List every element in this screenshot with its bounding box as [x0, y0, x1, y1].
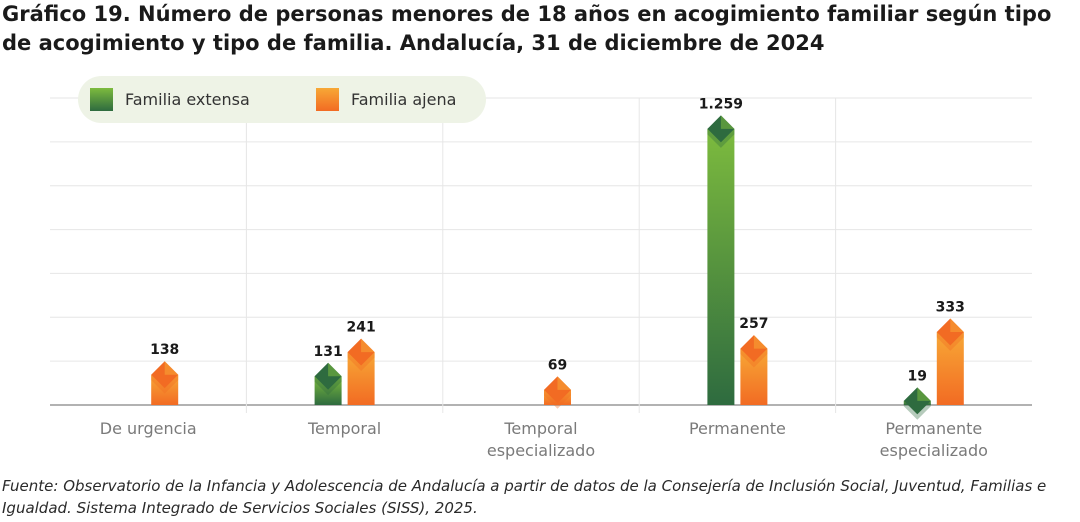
chart-title: Gráfico 19. Número de personas menores d…	[2, 2, 1052, 55]
bar-cap-highlight	[720, 115, 735, 129]
x-tick-label: especializado	[880, 441, 988, 460]
bar-cap-highlight	[328, 362, 342, 377]
bar-cap-shadow	[903, 400, 931, 420]
value-label: 1.259	[699, 96, 743, 112]
bar-familia-ajena-4	[936, 318, 964, 405]
bar-cap-shadow	[347, 352, 375, 372]
value-label: 19	[908, 368, 927, 384]
x-tick-label: Temporal	[503, 419, 577, 438]
legend-label-familia-ajena: Familia ajena	[351, 90, 457, 109]
legend-label-familia-extensa: Familia extensa	[125, 90, 250, 109]
legend-swatch-familia-ajena	[316, 88, 339, 111]
legend-item-familia-ajena: Familia ajena	[316, 76, 456, 123]
bar-cap-shadow	[740, 348, 768, 368]
bar-familia-extensa-1	[314, 362, 342, 405]
bar-cap-highlight	[950, 318, 964, 332]
source-note: Fuente: Observatorio de la Infancia y Ad…	[2, 477, 1047, 517]
value-label: 257	[739, 316, 768, 332]
bar-familia-ajena-0	[151, 361, 179, 405]
bar-cap-highlight	[557, 376, 571, 390]
bar-cap-highlight	[917, 387, 931, 401]
value-label: 138	[150, 342, 179, 358]
x-tick-label: Permanente	[689, 419, 786, 438]
bar-familia-ajena-3	[740, 335, 768, 405]
value-label: 131	[313, 344, 342, 360]
bar-familia-ajena-1	[347, 338, 375, 405]
x-tick-label: De urgencia	[100, 419, 197, 438]
bar-cap-shadow	[544, 389, 571, 409]
bar-familia-extensa-3	[707, 115, 735, 405]
x-axis-tick-labels: De urgencia Temporal Temporal especializado…	[100, 419, 988, 460]
gridlines	[50, 97, 1032, 413]
legend: Familia extensa Familia ajena	[78, 76, 486, 123]
bar-cap-shadow	[151, 374, 179, 394]
bars	[151, 115, 964, 420]
bar-cap-highlight	[753, 335, 768, 349]
value-label: 69	[548, 357, 567, 373]
bar-cap-shadow	[936, 331, 964, 351]
value-label: 241	[346, 320, 375, 336]
bar-cap-shadow	[707, 128, 735, 148]
x-tick-label: Temporal	[307, 419, 381, 438]
bar-cap-highlight	[361, 338, 375, 353]
bar-cap-highlight	[164, 361, 179, 375]
bar-familia-extensa-4	[903, 387, 931, 420]
legend-item-familia-extensa: Familia extensa	[90, 76, 250, 123]
bar-cap-shadow	[314, 376, 342, 396]
x-tick-label: Permanente	[885, 419, 982, 438]
bar-body	[707, 128, 735, 405]
bar-familia-ajena-2	[544, 376, 571, 409]
x-tick-label: especializado	[487, 441, 595, 460]
value-label: 333	[936, 299, 965, 315]
legend-swatch-familia-extensa	[90, 88, 113, 111]
